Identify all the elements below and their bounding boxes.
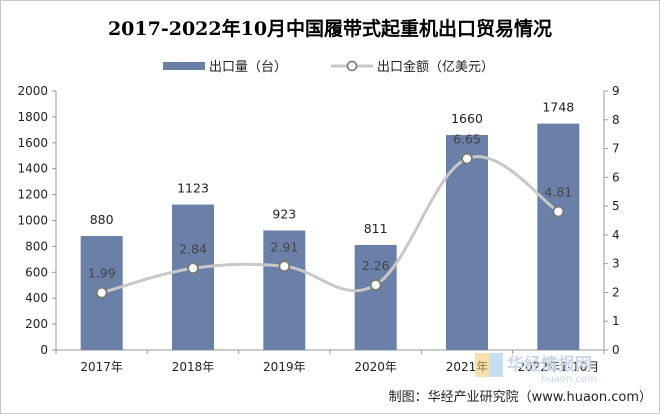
right-tick-label: 5 [612, 199, 620, 213]
chart-credit: 制图：华经产业研究院（www.huaon.com） [389, 390, 652, 405]
watermark-sub: huaon.com [541, 374, 597, 385]
line-point [552, 205, 565, 218]
bar-value-label: 1660 [451, 111, 483, 126]
left-tick-label: 200 [25, 317, 48, 331]
legend: 出口量（台） 出口金额（亿美元） [163, 59, 494, 75]
left-tick-label: 1800 [17, 110, 48, 124]
right-tick-label: 6 [612, 170, 620, 184]
line-value-label: 2.91 [270, 239, 298, 254]
bar-value-label: 1748 [542, 100, 574, 115]
bar [446, 135, 488, 350]
bar [537, 123, 580, 350]
chart-title: 2017-2022年10月中国履带式起重机出口贸易情况 [108, 17, 552, 40]
line-point [369, 279, 382, 291]
left-tick-label: 1000 [17, 214, 48, 228]
left-tick-label: 600 [25, 265, 48, 279]
left-tick-label: 1600 [17, 136, 48, 150]
left-tick-label: 1200 [17, 188, 48, 202]
right-tick-label: 8 [612, 113, 620, 127]
line-point [95, 286, 108, 299]
bars [80, 123, 580, 350]
right-tick-label: 0 [612, 343, 620, 357]
line-point [278, 260, 291, 273]
line-value-label: 1.99 [88, 266, 116, 281]
watermark-text: 华经情报网 [507, 354, 592, 375]
legend-line-label: 出口金额（亿美元） [377, 59, 494, 75]
right-tick-label: 9 [612, 84, 620, 98]
x-tick-label: 2018年 [172, 360, 215, 374]
left-tick-label: 400 [25, 291, 48, 305]
right-tick-label: 1 [612, 314, 620, 328]
right-tick-label: 3 [612, 257, 620, 271]
right-tick-label: 4 [612, 228, 620, 242]
legend-line-marker [346, 60, 358, 72]
line-value-label: 6.65 [453, 132, 481, 147]
left-tick-label: 800 [25, 239, 48, 253]
bar-value-label: 923 [272, 206, 296, 221]
x-tick-label: 2017年 [80, 360, 123, 374]
bar-value-label: 880 [90, 212, 114, 227]
right-tick-label: 2 [612, 285, 620, 299]
line-value-label: 2.84 [179, 241, 207, 256]
left-tick-label: 0 [40, 343, 48, 357]
line-series [95, 152, 565, 299]
legend-bar-label: 出口量（台） [209, 60, 287, 75]
bar-value-label: 811 [364, 221, 388, 236]
bar-value-label: 1123 [177, 181, 209, 196]
right-tick-label: 7 [612, 142, 620, 156]
watermark-icon-blue [489, 353, 503, 377]
watermark-logo: 华经情报网 huaon.com [475, 353, 597, 385]
line-path [101, 155, 560, 295]
left-tick-label: 1400 [17, 162, 48, 176]
legend-bar-swatch [163, 62, 205, 70]
left-tick-label: 2000 [17, 84, 48, 98]
data-labels: 880 1123 923 811 1660 1748 1.99 2.84 2.91 2.26 6.6… [88, 100, 575, 281]
x-tick-label: 2020年 [354, 360, 397, 374]
line-point [187, 262, 199, 275]
bar [354, 244, 397, 350]
line-point [461, 152, 473, 165]
x-tick-label: 2019年 [263, 360, 306, 374]
bar [172, 204, 214, 350]
x-tick-label: 2022年1-10月 [517, 360, 599, 374]
axes: 0 200 400 600 800 1000 1200 1400 1600 1800 2000 0 1 2… [17, 84, 619, 374]
line-value-label: 4.81 [544, 185, 572, 200]
bar [263, 230, 306, 350]
line-value-label: 2.26 [362, 258, 390, 273]
watermark-icon-yellow [475, 353, 489, 377]
